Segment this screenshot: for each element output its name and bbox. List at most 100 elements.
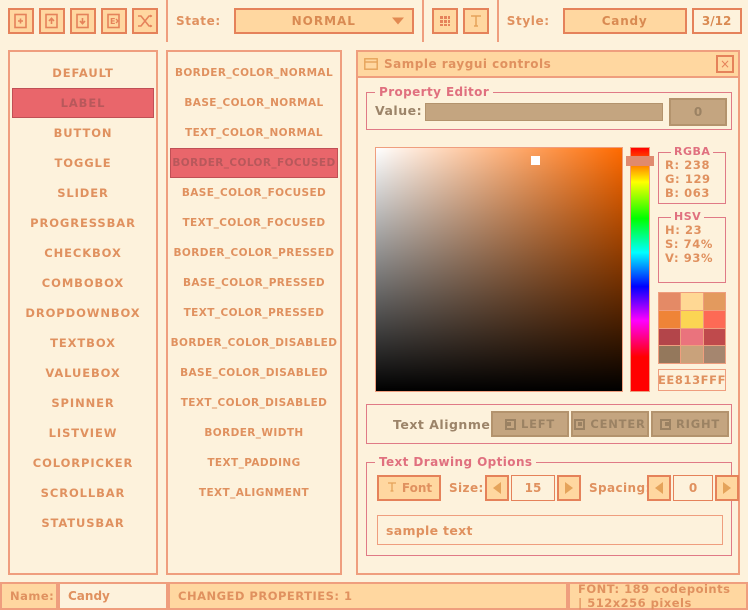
font-button[interactable]: Font	[377, 475, 441, 501]
shuffle-icon[interactable]	[132, 8, 158, 34]
control-item-checkbox[interactable]: CHECKBOX	[44, 246, 122, 260]
sample-window: Sample raygui controls × Property Editor…	[356, 50, 740, 575]
color-picker-area[interactable]	[375, 147, 623, 392]
status-name-label: Name:	[0, 582, 58, 610]
size-label: Size:	[449, 481, 484, 495]
window-title: Sample raygui controls	[384, 57, 552, 71]
font-t-icon	[386, 481, 398, 496]
align-left-label: LEFT	[520, 417, 556, 431]
save-file-icon[interactable]	[70, 8, 96, 34]
style-name-button[interactable]: Candy	[562, 8, 687, 34]
color-palette	[658, 292, 726, 364]
property-item-base-color-disabled[interactable]: BASE_COLOR_DISABLED	[180, 367, 328, 379]
close-icon[interactable]: ×	[716, 55, 734, 73]
property-item-border-color-pressed[interactable]: BORDER_COLOR_PRESSED	[173, 247, 335, 259]
palette-swatch-11[interactable]	[703, 346, 725, 363]
style-count[interactable]: 3/12	[691, 8, 742, 34]
control-item-toggle[interactable]: TOGGLE	[54, 156, 112, 170]
hsv-h: H: 23	[665, 223, 703, 237]
palette-swatch-10[interactable]	[681, 346, 703, 363]
property-item-text-color-pressed[interactable]: TEXT_COLOR_PRESSED	[183, 307, 325, 319]
size-decrement-button[interactable]	[485, 475, 509, 501]
property-item-border-color-focused[interactable]: BORDER_COLOR_FOCUSED	[170, 148, 338, 178]
property-item-base-color-focused[interactable]: BASE_COLOR_FOCUSED	[181, 187, 327, 199]
align-right-button[interactable]: RIGHT	[651, 411, 729, 437]
window-titlebar[interactable]: Sample raygui controls ×	[358, 52, 738, 78]
control-item-button[interactable]: BUTTON	[53, 126, 113, 140]
palette-swatch-4[interactable]	[681, 310, 703, 328]
controls-list-panel: DEFAULT LABEL BUTTON TOGGLE SLIDER PROGRESSBA…	[8, 50, 158, 575]
property-item-border-width[interactable]: BORDER_WIDTH	[204, 427, 304, 439]
palette-swatch-2[interactable]	[703, 293, 725, 310]
grid-view-icon[interactable]	[431, 8, 458, 34]
export-file-icon[interactable]: E	[101, 8, 127, 34]
control-item-valuebox[interactable]: VALUEBOX	[45, 366, 121, 380]
property-item-text-color-focused[interactable]: TEXT_COLOR_FOCUSED	[182, 217, 326, 229]
property-item-text-padding[interactable]: TEXT_PADDING	[207, 457, 301, 469]
palette-swatch-3[interactable]	[659, 310, 681, 328]
state-dropdown[interactable]: NORMAL	[233, 8, 414, 34]
align-right-icon	[659, 418, 671, 430]
sample-text-input[interactable]: sample text	[377, 515, 723, 545]
control-item-dropdownbox[interactable]: DROPDOWNBOX	[25, 306, 141, 320]
top-toolbar: E State: NORMAL Style: Candy 3/12 ?	[0, 0, 748, 42]
control-item-textbox[interactable]: TEXTBOX	[50, 336, 116, 350]
control-item-scrollbar[interactable]: SCROLLBAR	[40, 486, 126, 500]
size-value-field[interactable]: 15	[511, 475, 555, 501]
control-item-label[interactable]: LABEL	[12, 88, 154, 118]
property-item-border-color-disabled[interactable]: BORDER_COLOR_DISABLED	[170, 337, 338, 349]
new-file-icon[interactable]	[8, 8, 34, 34]
property-item-base-color-normal[interactable]: BASE_COLOR_NORMAL	[184, 97, 324, 109]
control-item-slider[interactable]: SLIDER	[57, 186, 109, 200]
align-center-button[interactable]: CENTER	[571, 411, 649, 437]
align-center-icon	[574, 418, 586, 430]
align-left-button[interactable]: LEFT	[491, 411, 569, 437]
hsv-group: HSV H: 23 S: 74% V: 93%	[658, 210, 726, 283]
value-slider[interactable]	[425, 103, 663, 121]
palette-swatch-7[interactable]	[681, 328, 703, 346]
color-picker-hue-selector[interactable]	[626, 156, 654, 166]
load-file-icon[interactable]	[39, 8, 65, 34]
property-editor-title: Property Editor	[375, 85, 494, 99]
control-item-spinner[interactable]: SPINNER	[51, 396, 115, 410]
rgba-group: RGBA R: 238 G: 129 B: 063	[658, 145, 726, 204]
control-item-statusbar[interactable]: STATUSBAR	[41, 516, 125, 530]
svg-text:E: E	[110, 17, 115, 26]
property-item-border-color-normal[interactable]: BORDER_COLOR_NORMAL	[174, 67, 334, 79]
spacing-value-field[interactable]: 0	[673, 475, 713, 501]
control-item-combobox[interactable]: COMBOBOX	[41, 276, 125, 290]
text-alignment-label: Text Alignment:	[393, 417, 512, 432]
spacing-increment-button[interactable]	[715, 475, 739, 501]
rgba-g: G: 129	[665, 172, 711, 186]
control-item-progressbar[interactable]: PROGRESSBAR	[30, 216, 136, 230]
palette-swatch-5[interactable]	[703, 310, 725, 328]
align-right-label: RIGHT	[675, 417, 721, 431]
text-drawing-options-title: Text Drawing Options	[375, 455, 537, 469]
spacing-decrement-button[interactable]	[647, 475, 671, 501]
properties-list-panel: BORDER_COLOR_NORMAL BASE_COLOR_NORMAL TEXT…	[166, 50, 342, 575]
status-name-input[interactable]: Candy	[58, 582, 168, 610]
size-increment-button[interactable]	[557, 475, 581, 501]
property-item-text-color-normal[interactable]: TEXT_COLOR_NORMAL	[185, 127, 323, 139]
palette-swatch-1[interactable]	[681, 293, 703, 310]
color-picker-cursor[interactable]	[531, 156, 540, 165]
color-picker-hue-bar[interactable]	[630, 147, 650, 392]
control-item-default[interactable]: DEFAULT	[52, 66, 114, 80]
window-icon	[364, 55, 378, 74]
hex-color-field[interactable]: EE813FFF	[658, 369, 726, 391]
palette-swatch-8[interactable]	[703, 328, 725, 346]
control-item-listview[interactable]: LISTVIEW	[48, 426, 118, 440]
control-item-colorpicker[interactable]: COLORPICKER	[32, 456, 134, 470]
property-item-base-color-pressed[interactable]: BASE_COLOR_PRESSED	[182, 277, 326, 289]
palette-swatch-6[interactable]	[659, 328, 681, 346]
text-drawing-options-group: Text Drawing Options Font Size: 15 Spaci…	[366, 455, 739, 556]
value-number-field[interactable]: 0	[669, 98, 727, 126]
chevron-down-icon	[391, 17, 404, 25]
text-alignment-group: Text Alignment: LEFT CENTER RIGHT	[366, 404, 732, 444]
palette-swatch-0[interactable]	[659, 293, 681, 310]
property-item-text-color-disabled[interactable]: TEXT_COLOR_DISABLED	[180, 397, 328, 409]
hsv-s: S: 74%	[665, 237, 714, 251]
text-view-icon[interactable]	[462, 8, 489, 34]
property-item-text-alignment[interactable]: TEXT_ALIGNMENT	[198, 487, 310, 499]
palette-swatch-9[interactable]	[659, 346, 681, 363]
